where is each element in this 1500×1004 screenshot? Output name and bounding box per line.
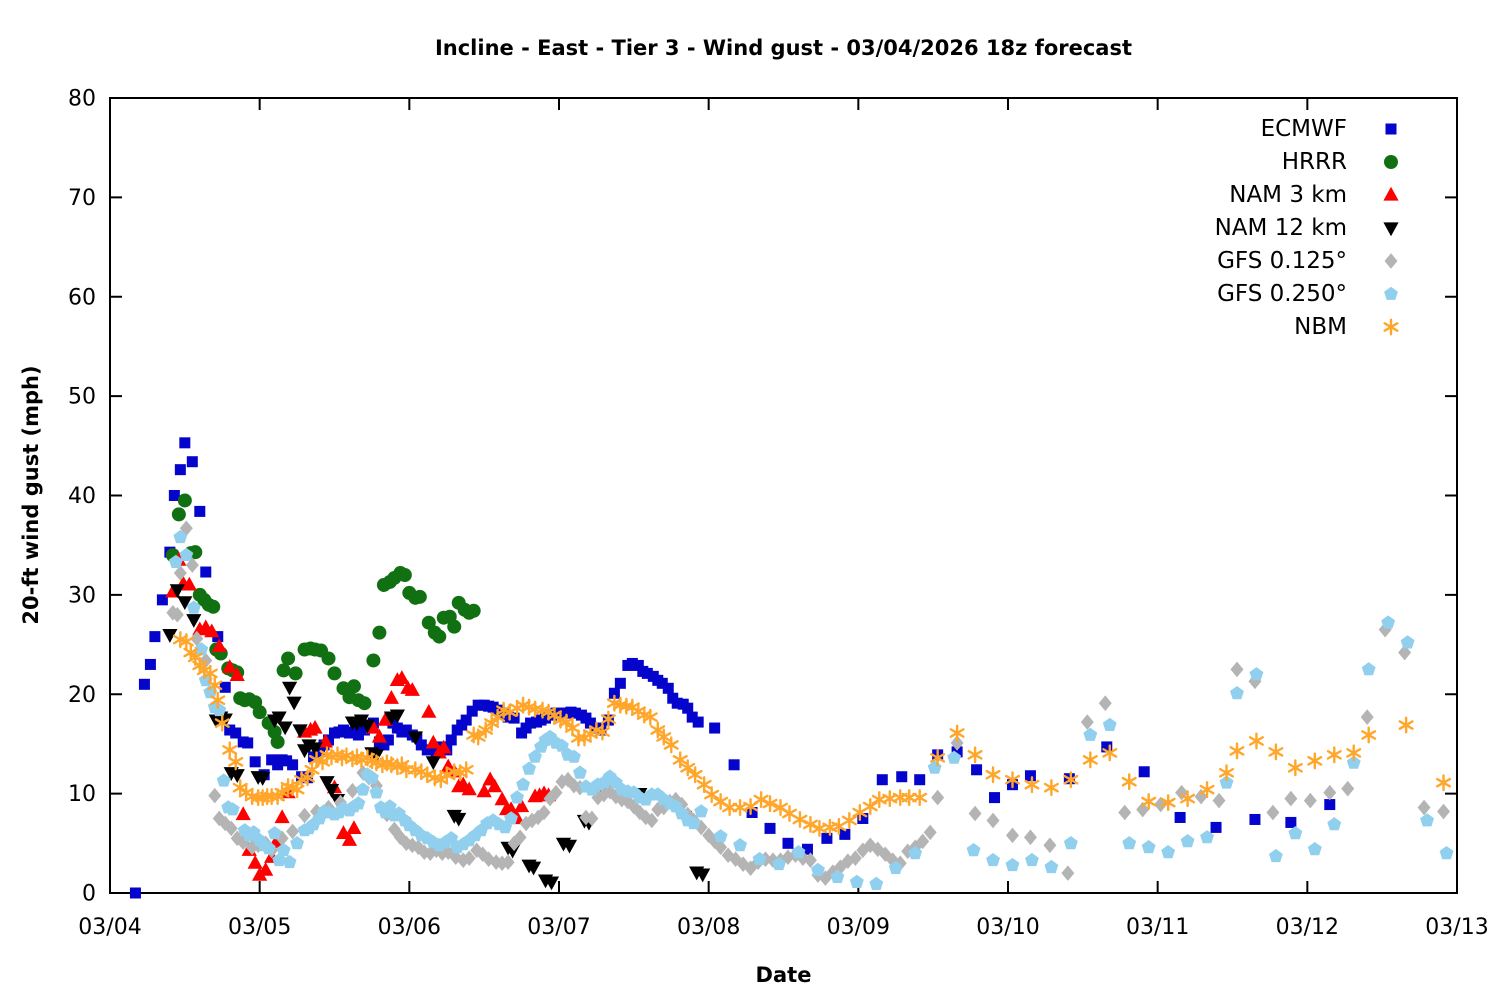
legend: ECMWF HRRR NAM 3 km NAM 12 km GFS 0.125°… <box>1105 112 1435 343</box>
asterisk-marker-icon <box>1347 316 1435 338</box>
circle-marker-icon <box>1347 151 1435 173</box>
y-ticks: 0 10 20 30 40 50 60 70 80 <box>68 87 1457 907</box>
x-tick-label: 03/11 <box>1126 915 1189 940</box>
x-tick-label: 03/05 <box>228 915 291 940</box>
series-nbm <box>172 631 1452 837</box>
x-tick-label: 03/04 <box>78 915 141 940</box>
y-axis-label: 20-ft wind gust (mph) <box>19 365 43 625</box>
y-tick-label: 0 <box>82 882 96 907</box>
diamond-marker-icon <box>1347 250 1435 272</box>
y-tick-label: 30 <box>68 583 96 608</box>
legend-item-hrrr: HRRR <box>1105 145 1435 178</box>
legend-item-ecmwf: ECMWF <box>1105 112 1435 145</box>
legend-item-nam3km: NAM 3 km <box>1105 178 1435 211</box>
y-tick-label: 60 <box>68 285 96 310</box>
legend-label: NBM <box>1294 313 1347 340</box>
legend-label: GFS 0.250° <box>1217 280 1347 307</box>
x-tick-label: 03/07 <box>527 915 590 940</box>
x-tick-label: 03/09 <box>827 915 890 940</box>
legend-label: ECMWF <box>1260 115 1347 142</box>
x-tick-label: 03/12 <box>1276 915 1339 940</box>
y-tick-label: 70 <box>68 186 96 211</box>
y-tick-label: 80 <box>68 87 96 112</box>
legend-label: GFS 0.125° <box>1217 247 1347 274</box>
pentagon-marker-icon <box>1347 283 1435 305</box>
triangle-down-marker-icon <box>1347 217 1435 239</box>
x-tick-label: 03/10 <box>976 915 1039 940</box>
x-axis-label: Date <box>755 963 812 987</box>
chart-title: Incline - East - Tier 3 - Wind gust - 03… <box>434 36 1133 60</box>
legend-label: NAM 12 km <box>1214 214 1347 241</box>
x-tick-label: 03/13 <box>1425 915 1488 940</box>
y-tick-label: 40 <box>68 484 96 509</box>
y-tick-label: 10 <box>68 782 96 807</box>
y-tick-label: 50 <box>68 385 96 410</box>
square-marker-icon <box>1347 118 1435 140</box>
y-tick-label: 20 <box>68 683 96 708</box>
legend-label: NAM 3 km <box>1229 181 1347 208</box>
triangle-up-marker-icon <box>1347 184 1435 206</box>
x-ticks: 03/04 03/05 03/06 03/07 03/08 03/09 03/10 03/11… <box>78 98 1489 940</box>
series-gfs-0-250- <box>168 529 1454 890</box>
legend-label: HRRR <box>1281 148 1347 175</box>
legend-item-gfs0125: GFS 0.125° <box>1105 244 1435 277</box>
legend-item-nam12km: NAM 12 km <box>1105 211 1435 244</box>
x-tick-label: 03/08 <box>677 915 740 940</box>
x-tick-label: 03/06 <box>378 915 441 940</box>
legend-item-nbm: NBM <box>1105 310 1435 343</box>
legend-item-gfs0250: GFS 0.250° <box>1105 277 1435 310</box>
